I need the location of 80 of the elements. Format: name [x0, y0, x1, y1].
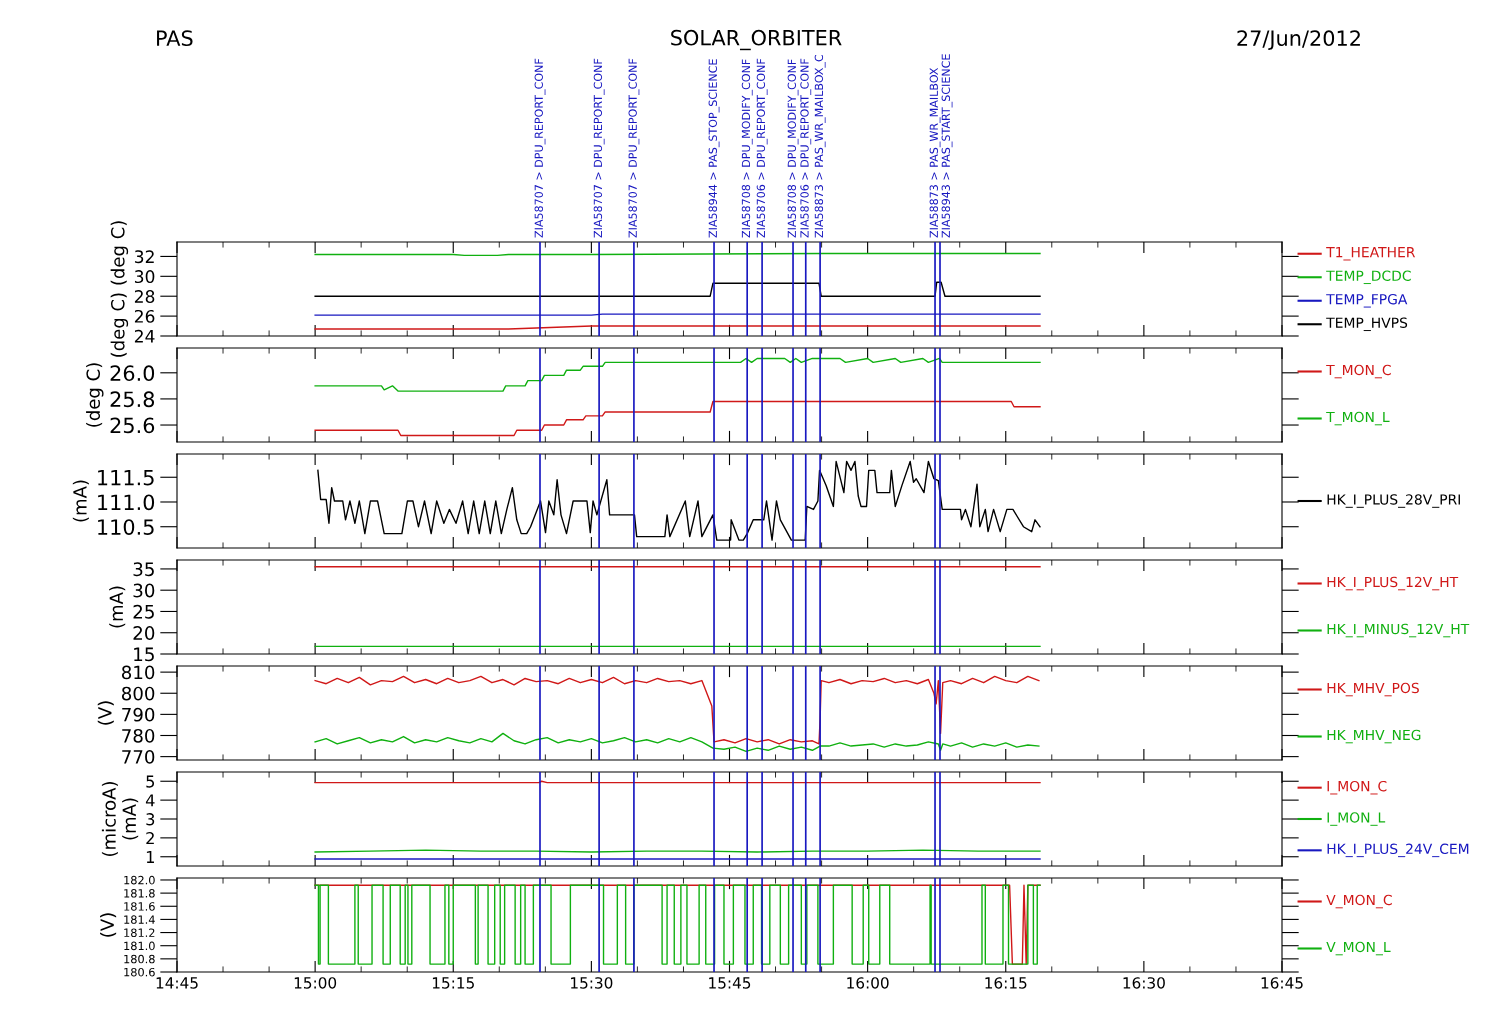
ref-line-label: ZIA58944 > PAS_STOP_SCIENCE — [708, 59, 720, 238]
y-axis-title: (deg C) — [86, 363, 104, 427]
y-axis-title: (deg C) (deg C) — [110, 221, 129, 357]
text: T_MON_C — [1326, 364, 1391, 379]
y-tick-label: 111.0 — [98, 494, 155, 511]
legend-label: HK_I_MINUS_12V_HT — [1327, 623, 1470, 638]
y-tick-label: 181.6 — [124, 902, 155, 911]
y-tick-label: 780 — [122, 728, 155, 743]
x-tick-label: 16:15 — [985, 977, 1027, 989]
ref-line-label: ZIA58873 > PAS_WR_MAILBOX — [929, 67, 941, 238]
y-tick-label: 180.8 — [124, 954, 155, 964]
legend-label: HK_I_PLUS_12V_HT — [1327, 576, 1459, 591]
ref-line-label: ZIA58706 > DPU_REPORT_CONF — [800, 58, 812, 238]
text: HK_MHV_POS — [1327, 682, 1419, 697]
y-tick-label: 32 — [134, 250, 154, 264]
y-tick-label: 800 — [121, 686, 155, 701]
legend-label: HK_I_PLUS_28V_PRI — [1327, 494, 1460, 508]
legend-label: I_MON_L — [1327, 812, 1386, 826]
y-tick-label: 181.8 — [124, 889, 155, 898]
y-tick-label: 3 — [146, 813, 155, 826]
y-tick-label: 1 — [146, 851, 154, 863]
text: PAS — [157, 30, 193, 47]
y-tick-label: 30 — [134, 270, 155, 284]
y-axis-title: (V) — [100, 913, 117, 937]
legend-label: TEMP_DCDC — [1326, 270, 1411, 285]
ref-line-label: ZIA58707 > DPU_REPORT_CONF — [593, 58, 605, 238]
y-tick-label: 26.0 — [110, 365, 155, 382]
y-axis-title: (mA) — [72, 480, 89, 522]
y-tick-label: 111.5 — [98, 469, 154, 486]
x-tick-label: 16:30 — [1123, 977, 1165, 989]
text: HK_MHV_NEG — [1327, 729, 1421, 744]
text: 27/Jun/2012 — [1237, 30, 1360, 50]
ref-line-label: ZIA58873 > PAS_WR_MAILBOX_C — [814, 54, 826, 238]
y-tick-label: 810 — [121, 665, 155, 680]
y-tick-label: 25.8 — [110, 391, 155, 408]
legend-label: T1_HEATHER — [1326, 247, 1416, 261]
y-tick-label: 5 — [146, 775, 155, 788]
y-tick-label: 25 — [133, 604, 154, 619]
y-tick-label: 181.2 — [124, 928, 155, 938]
chart-title: SOLAR_ORBITER — [671, 29, 842, 51]
x-tick-label: 16:00 — [847, 977, 889, 989]
y-tick-label: 28 — [134, 290, 155, 303]
text: V_MON_L — [1326, 941, 1391, 956]
y-tick-label: 20 — [133, 626, 155, 640]
x-tick-label: 15:45 — [709, 977, 751, 989]
ref-line-label: ZIA58707 > DPU_REPORT_CONF — [534, 58, 546, 238]
y-axis-title: (microA) (mA) — [101, 782, 139, 856]
y-tick-label: 30 — [133, 583, 155, 598]
x-tick-label: 14:45 — [156, 977, 198, 989]
legend-label: TEMP_FPGA — [1326, 293, 1408, 308]
ref-line-label: ZIA58706 > DPU_REPORT_CONF — [756, 58, 768, 238]
y-tick-label: 181.4 — [124, 915, 155, 924]
x-tick-label: 16:45 — [1261, 977, 1303, 989]
y-axis-title: (V) — [97, 701, 114, 725]
legend-label: TEMP_HVPS — [1326, 317, 1408, 332]
ref-line-label: ZIA58707 > DPU_REPORT_CONF — [628, 58, 640, 238]
y-tick-label: 770 — [122, 750, 155, 764]
legend-label: HK_I_PLUS_24V_CEM — [1327, 843, 1469, 858]
x-tick-label: 15:30 — [571, 977, 613, 989]
y-tick-label: 25.6 — [110, 417, 155, 434]
y-tick-label: 2 — [146, 831, 154, 845]
y-tick-label: 181.0 — [124, 941, 155, 951]
x-tick-label: 15:15 — [432, 977, 474, 989]
y-tick-label: 110.5 — [98, 519, 154, 535]
y-axis-title: (mA) — [109, 586, 126, 628]
ref-line-label: ZIA58708 > DPU_MODIFY_CONF — [741, 59, 753, 238]
text: V_MON_C — [1326, 894, 1392, 909]
y-tick-label: 4 — [145, 794, 155, 807]
y-tick-label: 180.6 — [124, 967, 155, 977]
y-tick-label: 182.0 — [124, 875, 155, 885]
legend-label: I_MON_C — [1327, 780, 1387, 795]
y-tick-label: 35 — [133, 562, 154, 577]
x-tick-label: 15:00 — [294, 977, 337, 989]
y-tick-label: 790 — [122, 707, 155, 722]
y-tick-label: 26 — [134, 309, 155, 323]
y-tick-label: 15 — [134, 647, 154, 662]
text: T_MON_L — [1326, 411, 1390, 426]
ref-line-label: ZIA58943 > PAS_START_SCIENCE — [941, 54, 953, 238]
y-tick-label: 24 — [134, 329, 155, 343]
ref-line-label: ZIA58708 > DPU_MODIFY_CONF — [787, 59, 799, 238]
